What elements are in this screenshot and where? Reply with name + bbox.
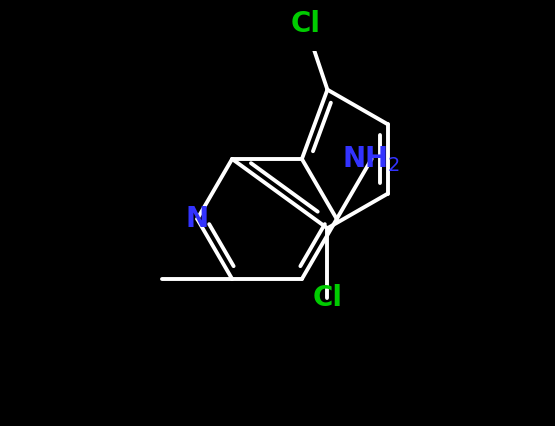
Text: NH$_2$: NH$_2$ — [342, 144, 401, 174]
Text: N: N — [186, 205, 209, 233]
Text: Cl: Cl — [290, 10, 320, 38]
Text: Cl: Cl — [312, 284, 342, 311]
